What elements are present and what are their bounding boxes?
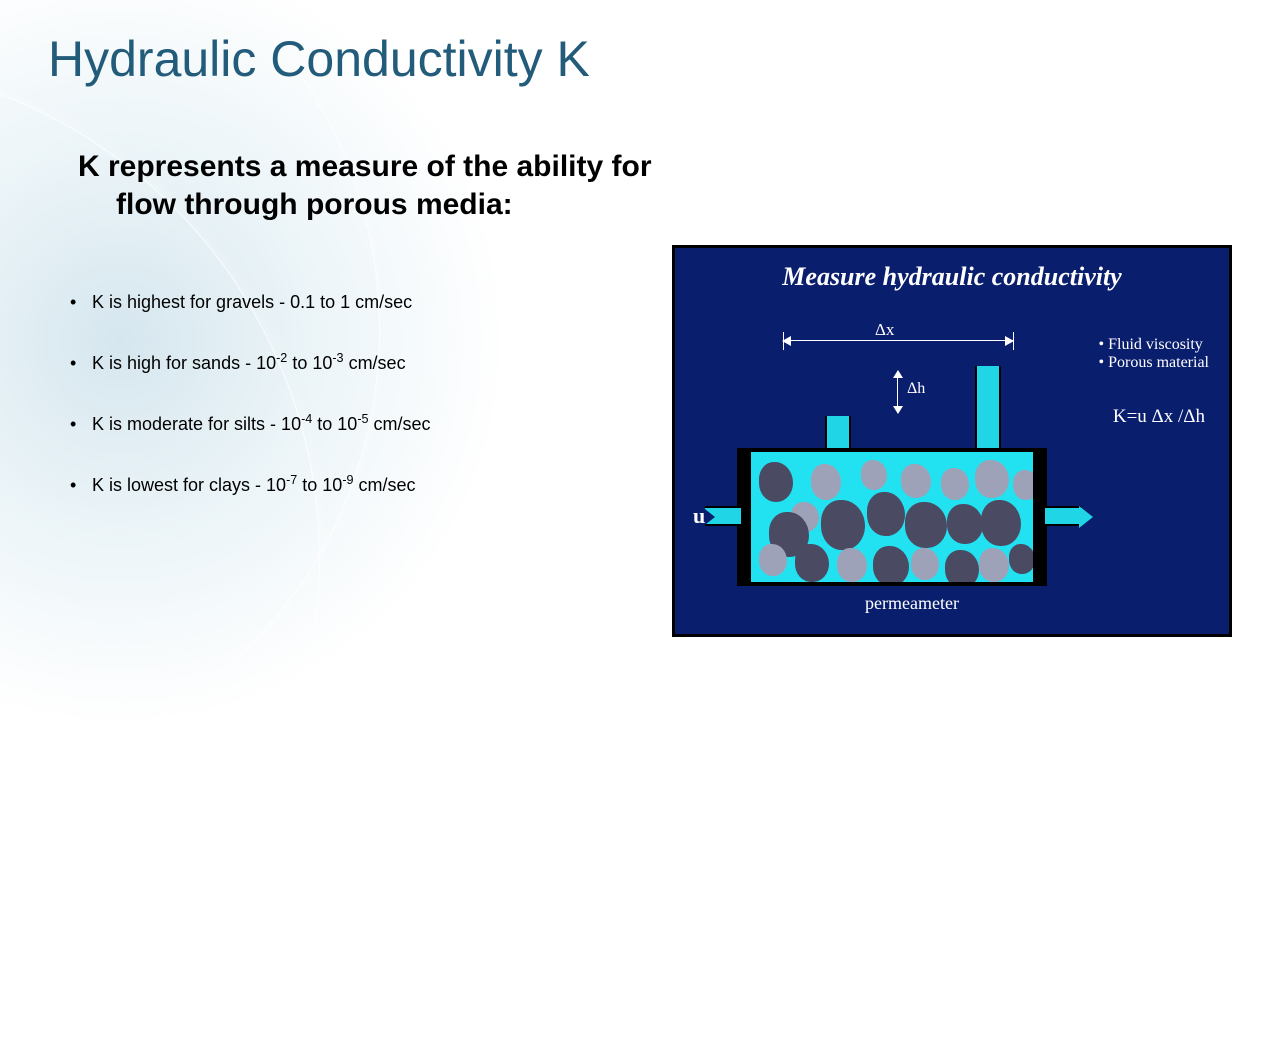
- grain: [1013, 470, 1037, 500]
- grain: [901, 464, 931, 498]
- grain: [941, 468, 969, 500]
- bullet-list: K is highest for gravels - 0.1 to 1 cm/s…: [70, 292, 630, 536]
- bullet-text: K is moderate for silts - 10: [92, 414, 301, 434]
- diagram-panel: Measure hydraulic conductivity Fluid vis…: [672, 245, 1232, 637]
- grain: [759, 462, 793, 502]
- bullet-item: K is highest for gravels - 0.1 to 1 cm/s…: [70, 292, 630, 313]
- factor-item: Porous material: [1099, 354, 1209, 372]
- dx-arrow: [783, 340, 1013, 341]
- grain: [1009, 544, 1035, 574]
- bullet-exp: -9: [342, 473, 353, 487]
- diagram-inner: Measure hydraulic conductivity Fluid vis…: [675, 248, 1229, 634]
- outlet-pipe: [1045, 506, 1081, 526]
- bullet-text: to 10: [297, 475, 342, 495]
- bullet-text: cm/sec: [344, 353, 406, 373]
- grain: [837, 548, 867, 582]
- factor-item: Fluid viscosity: [1099, 336, 1209, 354]
- grain: [867, 492, 905, 536]
- bullet-exp: -7: [286, 473, 297, 487]
- subheading-line1: K represents a measure of the ability fo…: [78, 150, 652, 183]
- grain: [873, 546, 909, 586]
- dh-arrow: [897, 371, 898, 413]
- bullet-text: to 10: [287, 353, 332, 373]
- bullet-item: K is high for sands - 10-2 to 10-3 cm/se…: [70, 353, 630, 374]
- u-label: u: [693, 503, 705, 529]
- grain: [947, 504, 983, 544]
- bullet-text: to 10: [312, 414, 357, 434]
- bullet-exp: -5: [357, 412, 368, 426]
- bullet-text: K is highest for gravels - 0.1 to 1 cm/s…: [92, 292, 412, 312]
- bullet-text: cm/sec: [354, 475, 416, 495]
- slide-subheading: K represents a measure of the ability fo…: [78, 148, 798, 223]
- dh-label: Δh: [907, 380, 925, 398]
- bullet-text: K is lowest for clays - 10: [92, 475, 286, 495]
- grain: [981, 500, 1021, 546]
- bullet-item: K is moderate for silts - 10-4 to 10-5 c…: [70, 414, 630, 435]
- grain: [979, 548, 1009, 582]
- grain: [911, 548, 939, 580]
- diagram-formula: K=u Δx /Δh: [1113, 406, 1205, 428]
- standpipe-tall: [975, 360, 1001, 458]
- outlet-arrow-icon: [1079, 506, 1093, 528]
- subheading-line2: flow through porous media:: [78, 186, 798, 224]
- bullet-item: K is lowest for clays - 10-7 to 10-9 cm/…: [70, 475, 630, 496]
- bullet-text: cm/sec: [369, 414, 431, 434]
- diagram-title: Measure hydraulic conductivity: [675, 262, 1229, 292]
- bullet-text: K is high for sands - 10: [92, 353, 276, 373]
- grain: [821, 500, 865, 550]
- bullet-exp: -4: [301, 412, 312, 426]
- slide-title: Hydraulic Conductivity K: [48, 30, 590, 88]
- diagram-factors: Fluid viscosity Porous material: [1099, 336, 1209, 372]
- grain: [945, 550, 979, 586]
- grain: [905, 502, 947, 548]
- grain: [975, 460, 1009, 498]
- grain: [861, 460, 887, 490]
- permeameter-label: permeameter: [865, 593, 959, 614]
- grain: [811, 464, 841, 500]
- grain: [759, 544, 787, 576]
- dx-label: Δx: [875, 320, 894, 340]
- bullet-exp: -2: [276, 351, 287, 365]
- grain: [795, 544, 829, 582]
- permeameter-box: [747, 448, 1037, 586]
- bullet-exp: -3: [332, 351, 343, 365]
